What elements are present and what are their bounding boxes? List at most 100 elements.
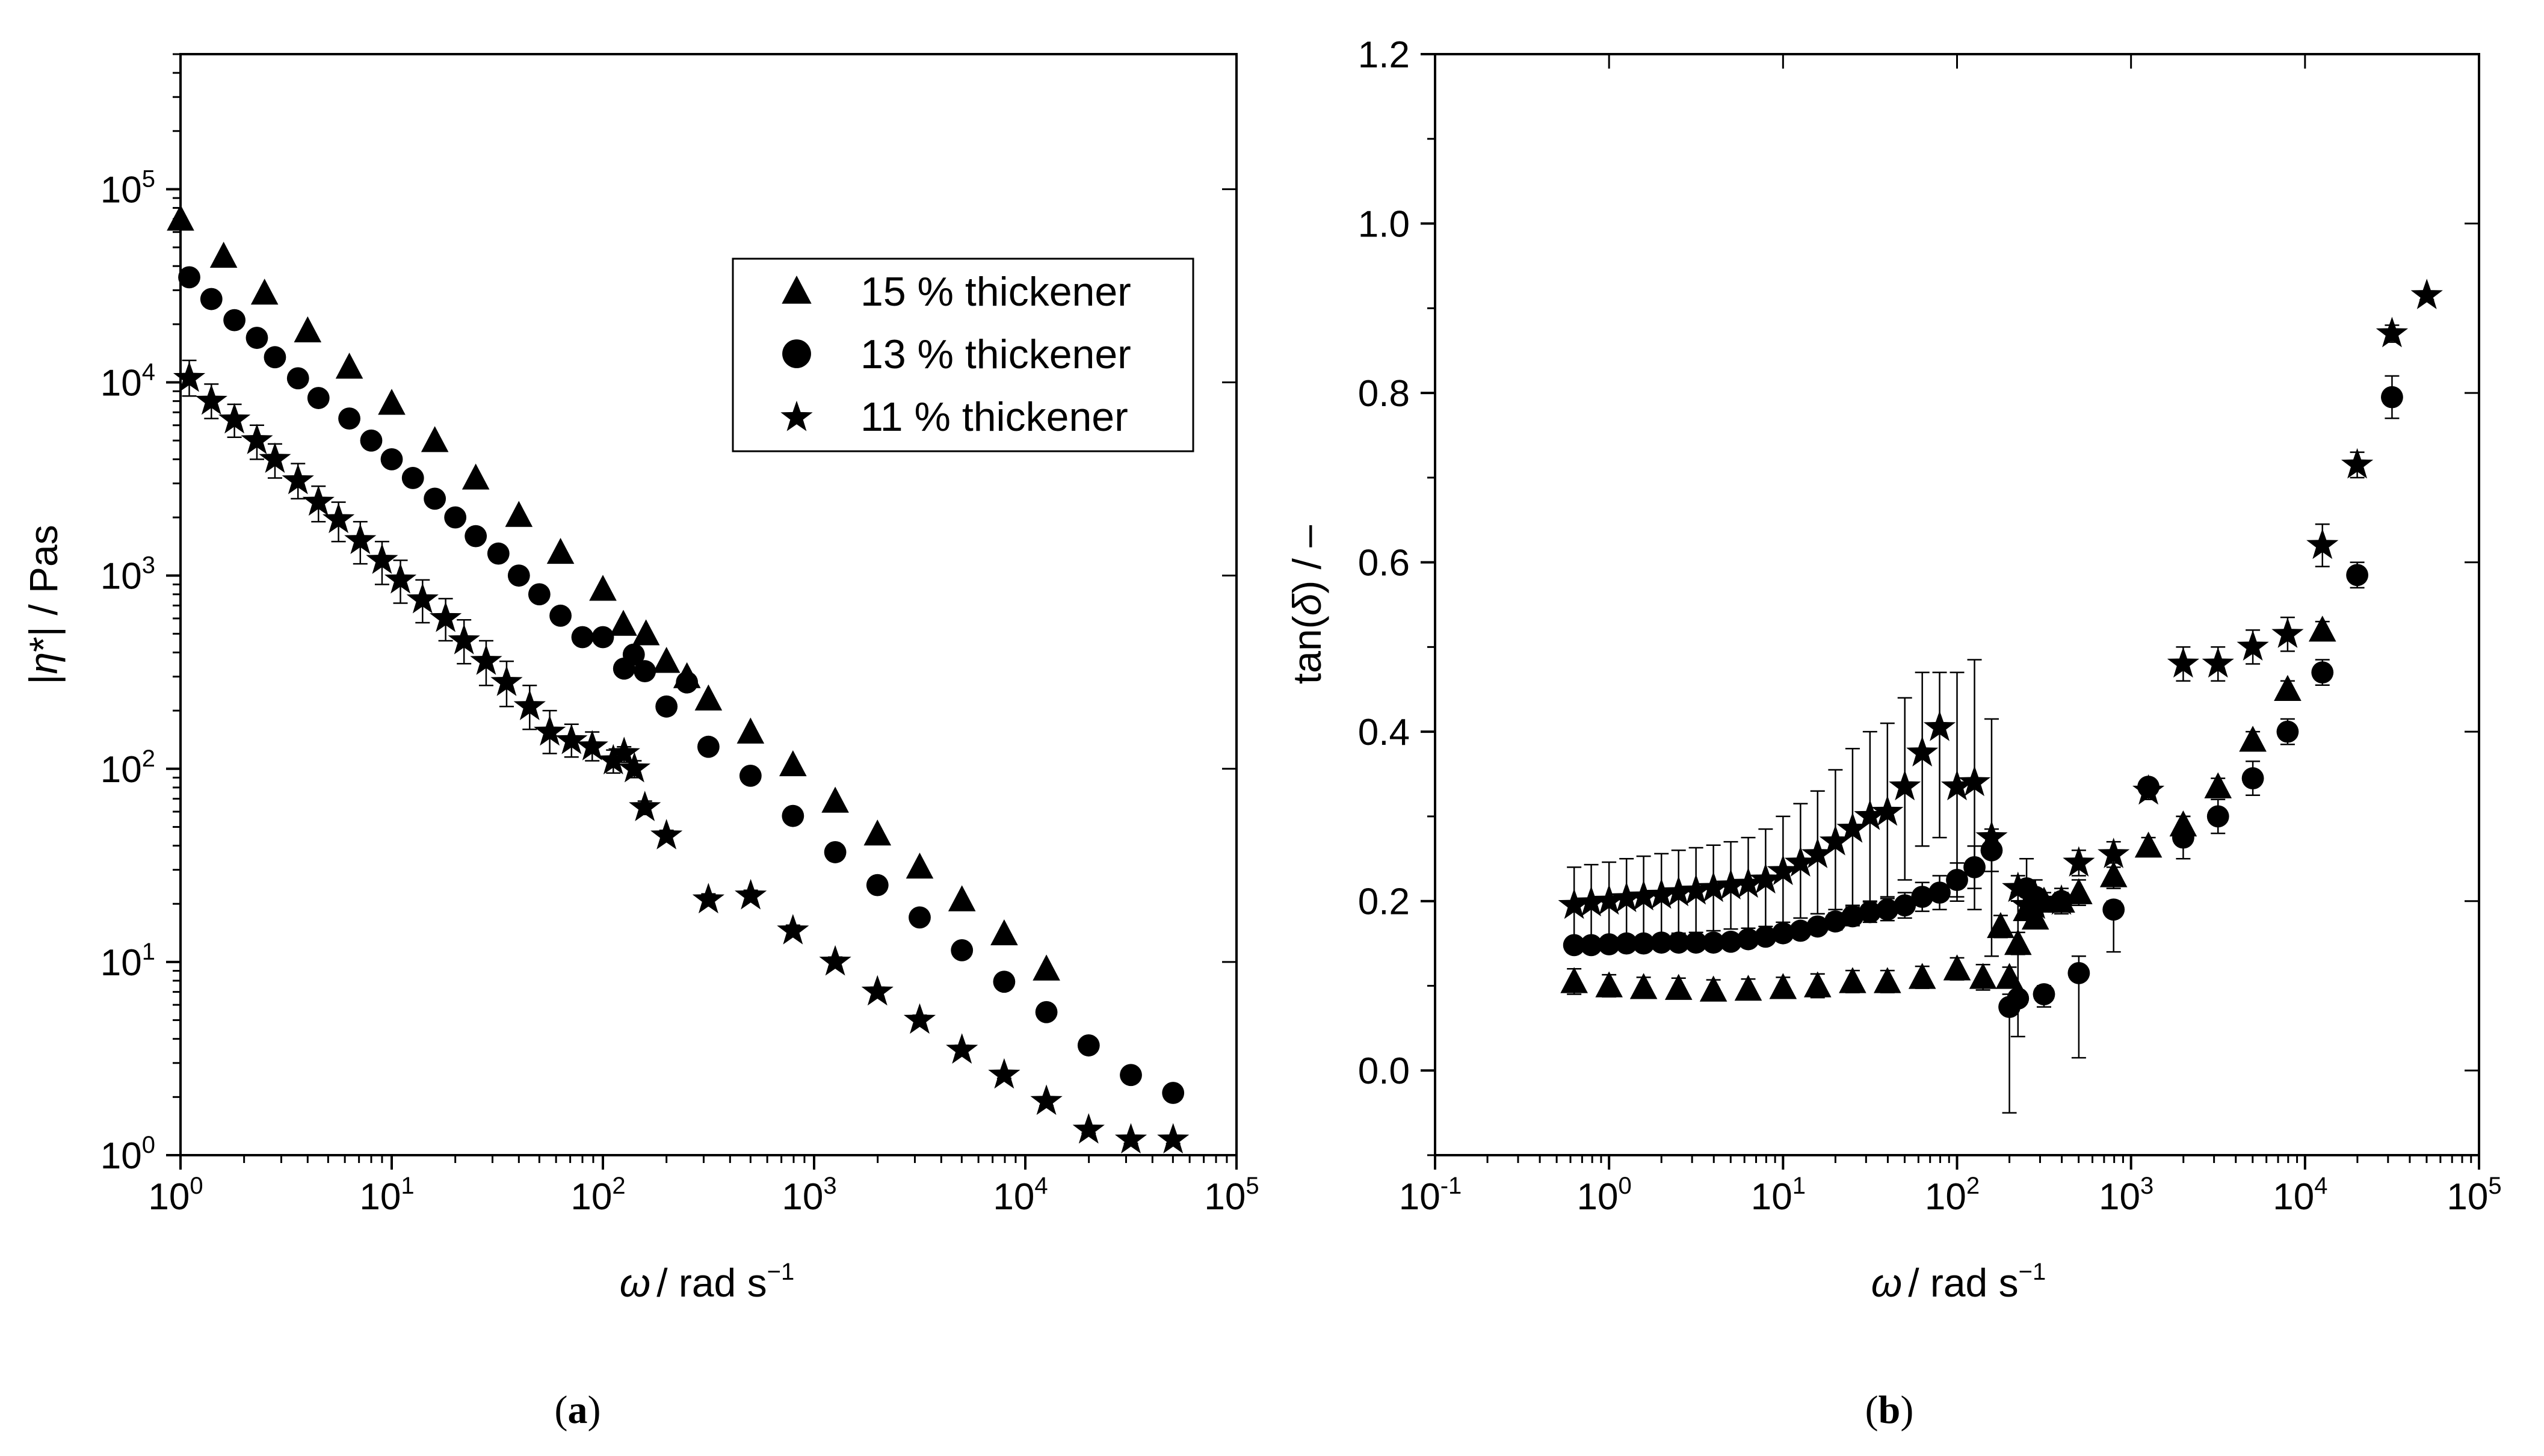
data-point-circle — [487, 542, 510, 565]
data-point-star — [1072, 1113, 1105, 1144]
chart-a: 100 101 102 103 104 105 100 101 102 103 104 105 15 … — [21, 53, 1259, 1432]
data-point-triangle — [2204, 772, 2232, 798]
y-tick-label: 103 — [100, 552, 155, 597]
data-point-circle — [264, 346, 286, 369]
data-point-triangle — [1769, 973, 1797, 999]
data-point-triangle — [1033, 954, 1060, 981]
data-point-triangle — [821, 786, 849, 813]
data-point-star — [777, 914, 809, 945]
data-point-circle — [223, 309, 246, 332]
data-point-circle — [909, 906, 931, 929]
data-point-star — [1030, 1084, 1063, 1115]
x-tick-label: 103 — [782, 1173, 836, 1218]
data-point-star — [946, 1033, 978, 1064]
panel-label-b: (b) — [1865, 1388, 1914, 1432]
data-point-star — [988, 1058, 1020, 1089]
y-tick-label: 0.8 — [1358, 373, 1410, 415]
data-point-circle — [782, 804, 804, 827]
data-point-triangle — [462, 463, 490, 490]
data-point-triangle — [1943, 954, 1971, 981]
chart-a-marks — [167, 205, 1190, 1154]
data-point-circle — [2067, 961, 2090, 984]
data-point-star — [861, 975, 894, 1006]
data-point-triangle — [378, 389, 406, 415]
y-tick-label: 101 — [100, 939, 155, 984]
data-point-triangle — [1629, 973, 1658, 999]
data-point-star — [2410, 279, 2443, 309]
data-point-circle — [444, 506, 467, 529]
data-point-circle — [465, 525, 487, 548]
x-tick-label: 101 — [359, 1173, 414, 1218]
legend-label-13: 13 % thickener — [860, 332, 1131, 377]
chart-b-frame — [1434, 53, 2480, 1156]
x-tick-label: 103 — [2099, 1173, 2153, 1218]
y-tick-label: 0.2 — [1358, 881, 1410, 923]
data-point-circle — [2007, 987, 2030, 1010]
data-point-triangle — [1908, 963, 1936, 989]
data-point-circle — [2033, 983, 2055, 1005]
x-tick-label: 104 — [2273, 1173, 2327, 1218]
x-tick-label: 100 — [148, 1173, 203, 1218]
data-point-triangle — [948, 885, 976, 912]
data-point-circle — [360, 429, 383, 452]
x-tick-label: 104 — [993, 1173, 1048, 1218]
data-point-circle — [655, 695, 678, 718]
y-tick-label: 0.4 — [1358, 712, 1410, 753]
series-star — [173, 359, 1190, 1154]
panel-label-a: (a) — [555, 1388, 601, 1432]
data-point-circle — [2241, 767, 2264, 789]
data-point-circle — [951, 939, 974, 961]
series-star — [1558, 279, 2443, 957]
series-circle — [1563, 375, 2403, 1114]
x-tick-label: 102 — [570, 1173, 625, 1218]
data-point-circle — [2172, 826, 2194, 849]
data-point-triangle — [1839, 967, 1866, 993]
data-point-triangle — [632, 619, 660, 646]
chart-a-ylabel: |η*| / Pas — [21, 525, 66, 684]
data-point-circle — [286, 367, 309, 390]
x-tick-label: 105 — [1204, 1173, 1259, 1218]
chart-a-legend: 15 % thickener 13 % thickener 11 % thick… — [732, 258, 1194, 452]
data-point-triangle — [1664, 973, 1693, 1000]
data-point-triangle — [906, 853, 934, 879]
y-tick-label: 0.0 — [1358, 1050, 1410, 1092]
data-point-circle — [993, 970, 1016, 993]
y-tick-label: 0.6 — [1358, 543, 1410, 584]
x-tick-label: 105 — [2447, 1173, 2501, 1218]
data-point-circle — [2381, 386, 2403, 409]
x-tick-label: 10-1 — [1399, 1173, 1462, 1218]
data-point-circle — [1035, 1001, 1058, 1023]
data-point-triangle — [863, 819, 892, 846]
data-point-circle — [571, 626, 594, 649]
data-point-star — [1157, 1123, 1190, 1154]
x-tick-label: 101 — [1751, 1173, 1806, 1218]
data-point-circle — [2102, 898, 2125, 921]
x-tick-label: 102 — [1925, 1173, 1980, 1218]
data-point-star — [650, 819, 683, 850]
data-point-circle — [1077, 1034, 1100, 1057]
data-point-circle — [824, 841, 847, 863]
chart-b: 10-1 100 101 102 103 104 105 0.0 0.2 0.4 0.6 0.8 1.0… — [1285, 34, 2502, 1432]
data-point-circle — [1162, 1082, 1185, 1104]
data-point-circle — [739, 765, 762, 787]
data-point-circle — [1120, 1064, 1142, 1087]
data-point-triangle — [2308, 615, 2336, 642]
data-point-triangle — [610, 609, 637, 636]
data-point-circle — [2206, 805, 2229, 828]
data-point-triangle — [1995, 963, 2024, 989]
data-point-triangle — [1595, 971, 1623, 998]
data-point-circle — [307, 387, 330, 409]
data-point-circle — [528, 583, 551, 606]
data-point-circle — [2311, 661, 2334, 684]
data-point-triangle — [589, 575, 617, 601]
chart-a-xlabel: ω / rad s−1 — [620, 1259, 794, 1305]
data-point-triangle — [1803, 971, 1832, 998]
data-point-circle — [245, 327, 268, 349]
data-point-triangle — [421, 426, 449, 452]
data-point-circle — [338, 407, 360, 430]
data-point-star — [735, 878, 767, 910]
legend-marker-circle — [782, 339, 811, 368]
y-tick-label: 105 — [100, 165, 155, 211]
data-point-triangle — [652, 647, 681, 673]
